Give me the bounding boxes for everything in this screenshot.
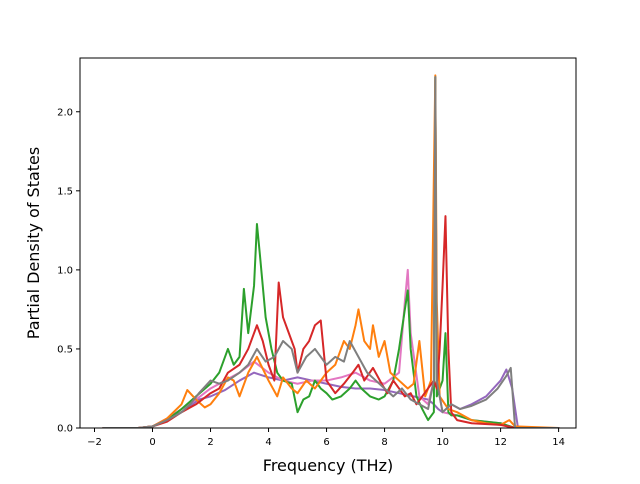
series-line-4 — [102, 74, 560, 428]
series-line-6 — [102, 75, 560, 428]
y-tick-label: 1.0 — [57, 265, 73, 276]
series-layer — [102, 74, 560, 428]
series-line-3 — [102, 75, 560, 428]
x-tick-label: 6 — [323, 437, 329, 448]
series-line-5 — [102, 215, 560, 428]
x-tick-label: 4 — [265, 437, 271, 448]
series-line-1 — [102, 368, 560, 428]
x-axis-label: Frequency (THz) — [263, 456, 393, 475]
x-tick-label: 0 — [149, 437, 155, 448]
y-tick-label: 1.5 — [57, 186, 73, 197]
y-tick-label: 0.0 — [57, 424, 73, 435]
x-tick-label: 8 — [381, 437, 387, 448]
x-tick-label: 12 — [494, 437, 507, 448]
x-tick-label: −2 — [87, 437, 102, 448]
x-axis-ticks: −2 0 2 4 6 8 10 12 14 — [87, 428, 565, 448]
x-tick-label: 10 — [436, 437, 449, 448]
x-tick-label: 14 — [552, 437, 565, 448]
y-axis-label: Partial Density of States — [24, 147, 43, 339]
y-tick-label: 0.5 — [57, 344, 73, 355]
plot-frame — [79, 57, 577, 429]
y-axis-ticks: 0.0 0.5 1.0 1.5 2.0 — [57, 107, 80, 435]
x-tick-label: 2 — [207, 437, 213, 448]
y-tick-label: 2.0 — [57, 107, 73, 118]
